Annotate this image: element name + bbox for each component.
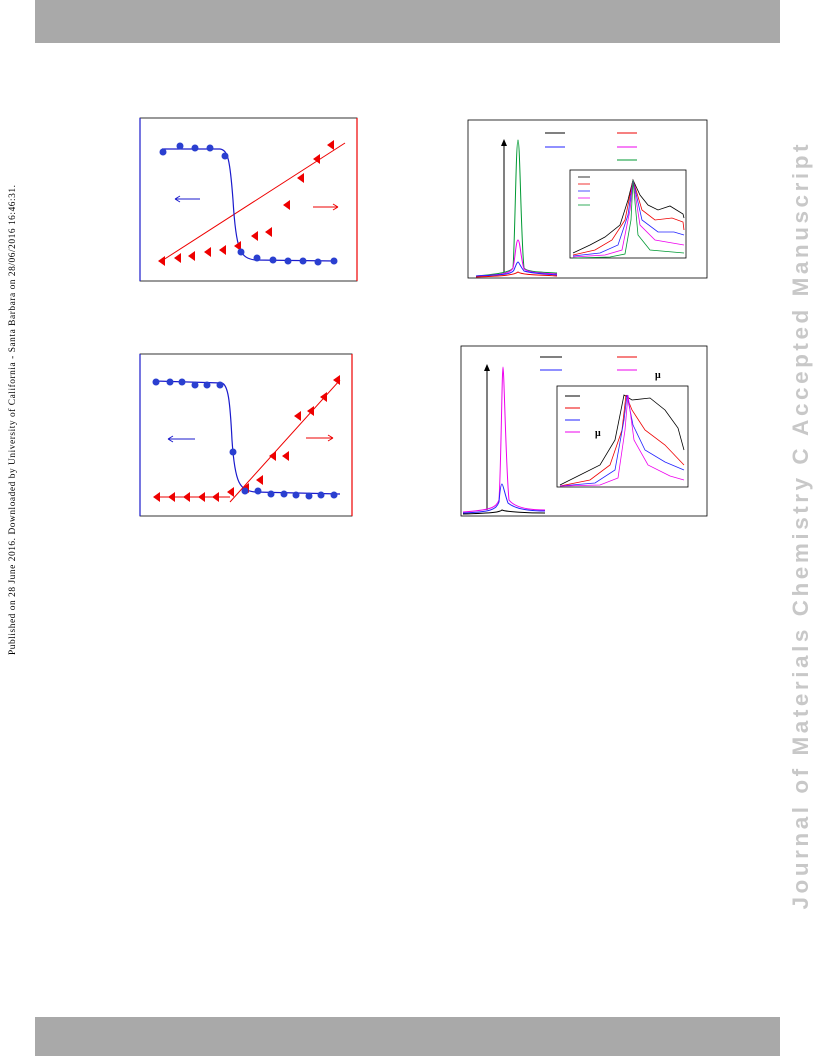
legend-symbol: μ [655,370,661,381]
legend-symbol: μ [595,428,601,439]
figure-c [467,119,708,279]
figure-d: μ μ [460,345,708,517]
watermark: Journal of Materials Chemistry C Accepte… [788,144,813,909]
figure-a [139,117,358,282]
header-bar [35,0,780,43]
footer-bar [35,1017,780,1056]
side-note: Published on 28 June 2016. Downloaded by… [7,185,18,655]
figure-b [139,353,353,517]
